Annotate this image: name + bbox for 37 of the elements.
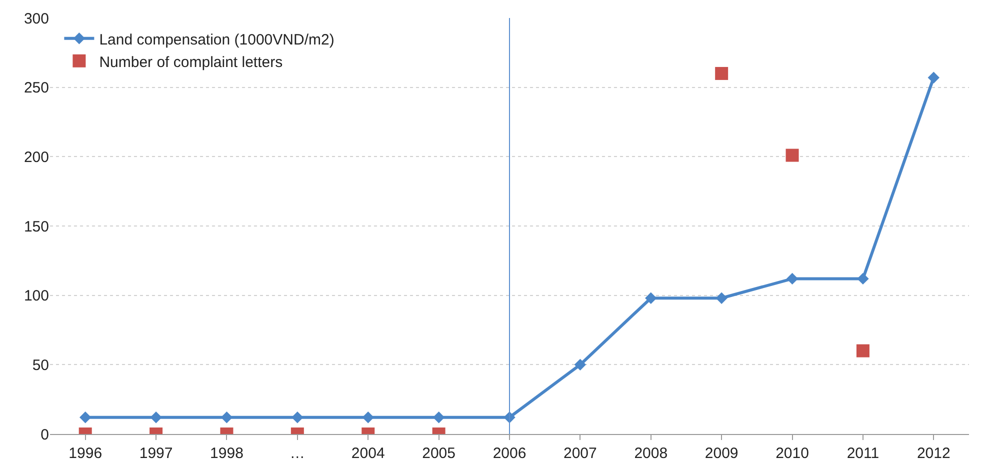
point: [80, 412, 92, 424]
x-tick-label: 2004: [351, 445, 385, 462]
x-tick-label: 2008: [634, 445, 668, 462]
x-tick-label: 2011: [846, 445, 880, 462]
y-tick-label: 200: [24, 148, 49, 166]
x-tick-label: 2005: [422, 445, 456, 462]
point: [786, 148, 799, 162]
point: [150, 412, 162, 424]
x-tick-label: 1998: [210, 445, 244, 462]
x-tick-label: …: [290, 445, 305, 462]
point: [645, 292, 657, 304]
y-tick-label: 150: [24, 218, 49, 236]
legend-label: Number of complaint letters: [99, 54, 283, 71]
point: [786, 272, 798, 285]
x-tick-label: 2010: [776, 445, 809, 462]
x-tick-label: 2006: [492, 445, 526, 462]
x-tick-label: 1996: [68, 445, 102, 462]
point: [856, 344, 870, 358]
point: [292, 412, 304, 424]
y-tick-label: 300: [24, 10, 49, 28]
y-tick-label: 50: [32, 356, 49, 374]
x-tick-label: 1997: [139, 445, 173, 462]
x-tick-label: 2007: [564, 445, 597, 462]
point: [716, 292, 728, 304]
point: [220, 412, 233, 424]
point: [362, 412, 374, 424]
x-tick-label: 2012: [916, 445, 950, 462]
point: [432, 412, 445, 424]
y-tick-label: 100: [24, 288, 49, 305]
point: [715, 66, 728, 80]
legend-label: Land compensation (1000VND/m2): [99, 31, 334, 48]
point: [857, 272, 869, 285]
y-tick-label: 250: [24, 80, 49, 97]
point: [574, 358, 586, 371]
point: [928, 72, 940, 84]
x-tick-label: 2009: [704, 445, 738, 462]
y-tick-label: 0: [40, 426, 49, 444]
